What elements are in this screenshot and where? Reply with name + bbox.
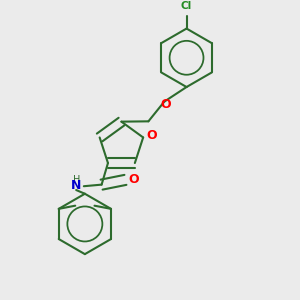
Text: O: O [160, 98, 171, 111]
Text: O: O [128, 173, 139, 186]
Text: N: N [71, 179, 81, 192]
Text: Cl: Cl [181, 1, 192, 11]
Text: H: H [73, 175, 80, 185]
Text: O: O [147, 129, 158, 142]
